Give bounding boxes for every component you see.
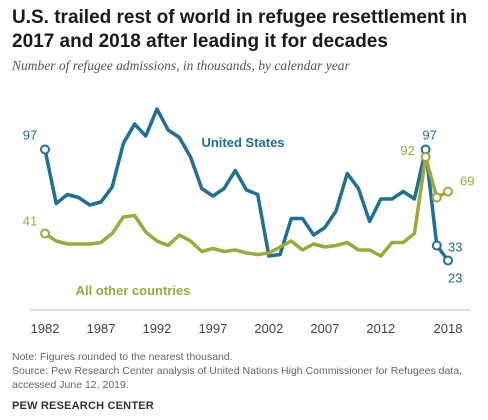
series-label-other-countries: All other countries (76, 283, 191, 298)
brand-label: PEW RESEARCH CENTER (12, 400, 154, 412)
other-2018-point (443, 186, 453, 197)
us-2017-point (431, 240, 442, 251)
other-2016-point (420, 152, 431, 162)
us-2018-point (443, 255, 453, 266)
series-line-united-states (43, 107, 450, 263)
x-tick-label-1987: 1987 (87, 321, 116, 336)
label-us-2017: 33 (448, 240, 462, 255)
series-label-united-states: United States (201, 135, 284, 150)
chart-title: U.S. trailed rest of world in refugee re… (12, 7, 468, 52)
label-us-1982: 97 (23, 128, 37, 143)
x-tick-label-2002: 2002 (254, 321, 283, 336)
x-tick-label-2018: 2018 (434, 321, 463, 336)
other-1982-point (40, 228, 50, 239)
x-tick-label-2012: 2012 (366, 321, 395, 336)
chart-subtitle: Number of refugee admissions, in thousan… (12, 58, 350, 73)
source-text: Source: Pew Research Center analysis of … (12, 365, 462, 391)
series-line-other-countries (43, 155, 450, 258)
label-us-2016: 97 (422, 128, 436, 143)
x-tick-label-1982: 1982 (31, 321, 60, 336)
note-text: Note: Figures rounded to the nearest tho… (12, 351, 233, 363)
x-tick-label-1997: 1997 (198, 321, 227, 336)
label-us-2018: 23 (448, 271, 462, 286)
x-tick-label-1992: 1992 (142, 321, 171, 336)
x-tick-label-2007: 2007 (310, 321, 339, 336)
chart-note: Note: Figures rounded to the nearest tho… (12, 350, 482, 392)
label-other-2016: 92 (400, 143, 414, 158)
line-chart: 1982 1987 1992 1997 2002 2007 2012 2018 97 41 97 9… (23, 107, 474, 336)
other-2017-point (431, 192, 442, 203)
label-other-2018: 69 (460, 174, 474, 189)
label-other-1982: 41 (23, 214, 37, 229)
us-1982-point (40, 144, 50, 155)
